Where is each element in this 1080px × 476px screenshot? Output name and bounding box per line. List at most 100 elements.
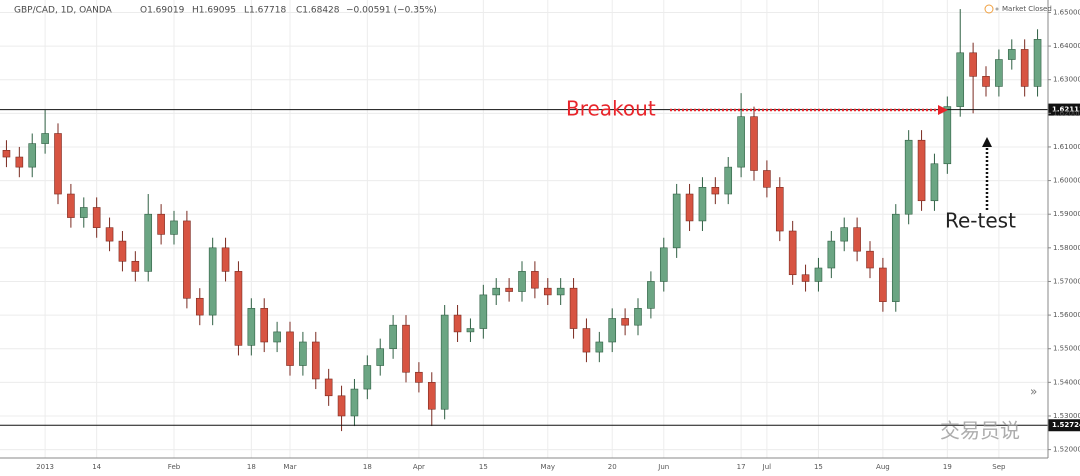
- candle-body: [866, 250, 874, 269]
- candle-body: [879, 267, 887, 302]
- candle-body: [853, 227, 861, 252]
- candle-body: [350, 388, 359, 417]
- candle-body: [273, 331, 281, 343]
- y-tick-label: 1.55000: [1053, 345, 1080, 353]
- candle-body: [531, 271, 539, 289]
- x-tick-label: 17: [737, 463, 746, 471]
- x-tick-label: 15: [479, 463, 488, 471]
- candle-body: [763, 170, 771, 188]
- level-label: 1.52724: [1052, 421, 1080, 429]
- x-tick-label: May: [541, 463, 555, 471]
- y-tick-label: 1.52000: [1053, 446, 1080, 454]
- candle-body: [234, 271, 243, 346]
- candle-body: [183, 220, 191, 299]
- candle-body: [67, 193, 75, 218]
- ohlc-high: H1.69095: [192, 6, 236, 16]
- scroll-icon[interactable]: »: [1030, 385, 1037, 399]
- candle-body: [260, 308, 269, 343]
- candle-body: [389, 324, 397, 350]
- candle-body: [2, 150, 11, 158]
- candle-body: [131, 260, 140, 272]
- x-tick-label: 20: [608, 463, 617, 471]
- candle-body: [427, 382, 436, 410]
- y-tick-label: 1.57000: [1053, 277, 1080, 285]
- candle-body: [286, 331, 294, 366]
- candle-body: [363, 365, 372, 390]
- candle-body: [685, 193, 694, 222]
- y-tick-label: 1.58000: [1053, 244, 1080, 252]
- ohlc-open: O1.69019: [140, 6, 185, 16]
- candle-body: [930, 163, 939, 202]
- candle-body: [724, 166, 733, 195]
- candle-body: [492, 287, 501, 296]
- ohlc-close: C1.68428: [296, 6, 340, 16]
- candle-body: [402, 324, 410, 373]
- candle-body: [376, 348, 385, 366]
- candle-body: [105, 227, 114, 242]
- candle-body: [569, 287, 578, 329]
- candle-body: [195, 297, 204, 316]
- axis: 1.52000 1.53000 1.54000 1.55000 1.56000 1.570…: [36, 8, 1080, 471]
- candle-body: [79, 207, 88, 218]
- symbol: GBP/CAD, 1D, OANDA: [14, 6, 113, 16]
- candle-body: [917, 139, 926, 202]
- candle-body: [672, 193, 681, 249]
- status-icon: [984, 4, 994, 14]
- candle-body: [92, 207, 101, 228]
- x-tick-label: 18: [247, 463, 256, 471]
- grid: [0, 0, 1048, 458]
- candle-body: [659, 247, 668, 282]
- candle-body: [995, 59, 1003, 87]
- x-tick-label: Apr: [413, 463, 425, 471]
- x-tick-label: Feb: [168, 463, 181, 471]
- x-tick-label: 19: [943, 463, 952, 471]
- candle-body: [634, 308, 642, 326]
- y-tick-label: 1.53000: [1053, 412, 1080, 420]
- candle-body: [737, 116, 745, 168]
- candle-body: [969, 52, 977, 77]
- candle-body: [814, 267, 823, 282]
- market-status: Market Closed: [1002, 5, 1052, 13]
- candle-body: [466, 328, 475, 333]
- x-tick-label: 14: [92, 463, 101, 471]
- change: −0.00591 (−0.35%): [346, 6, 437, 16]
- x-tick-label: Mar: [283, 463, 296, 471]
- candle-body: [827, 240, 836, 269]
- candle-body: [415, 371, 423, 383]
- candle-body: [118, 240, 127, 262]
- candle-body: [221, 247, 230, 272]
- candle-body: [904, 139, 913, 215]
- candle-body: [247, 308, 256, 346]
- x-tick-label: 15: [814, 463, 823, 471]
- candle-body: [1033, 39, 1042, 87]
- y-tick-label: 1.64000: [1053, 42, 1080, 50]
- candle-body: [608, 318, 617, 343]
- candle-body: [891, 213, 900, 302]
- candle-body: [324, 378, 333, 397]
- candle-body: [453, 314, 462, 333]
- breakout-label: Breakout: [566, 97, 656, 121]
- candle-body: [208, 247, 217, 316]
- x-tick-label: Jul: [762, 463, 772, 471]
- x-tick-label: Jun: [657, 463, 669, 471]
- candle-body: [505, 287, 513, 292]
- x-tick-label: Sep: [992, 463, 1006, 471]
- candle-body: [543, 287, 552, 296]
- level-tag: [1048, 419, 1080, 432]
- candle-body: [440, 314, 449, 410]
- candle-body: [170, 220, 178, 235]
- candle-body: [157, 213, 165, 235]
- ohlc-low: L1.67718: [244, 6, 287, 16]
- candle-body: [750, 116, 758, 171]
- candle-body: [28, 143, 37, 168]
- level-tag: [1048, 103, 1080, 116]
- x-tick-label: 18: [363, 463, 372, 471]
- retest-arrowhead: [982, 137, 992, 147]
- candle-body: [299, 341, 307, 366]
- candle-body: [15, 156, 24, 168]
- candle-body: [1007, 49, 1016, 60]
- candle-body: [775, 187, 784, 232]
